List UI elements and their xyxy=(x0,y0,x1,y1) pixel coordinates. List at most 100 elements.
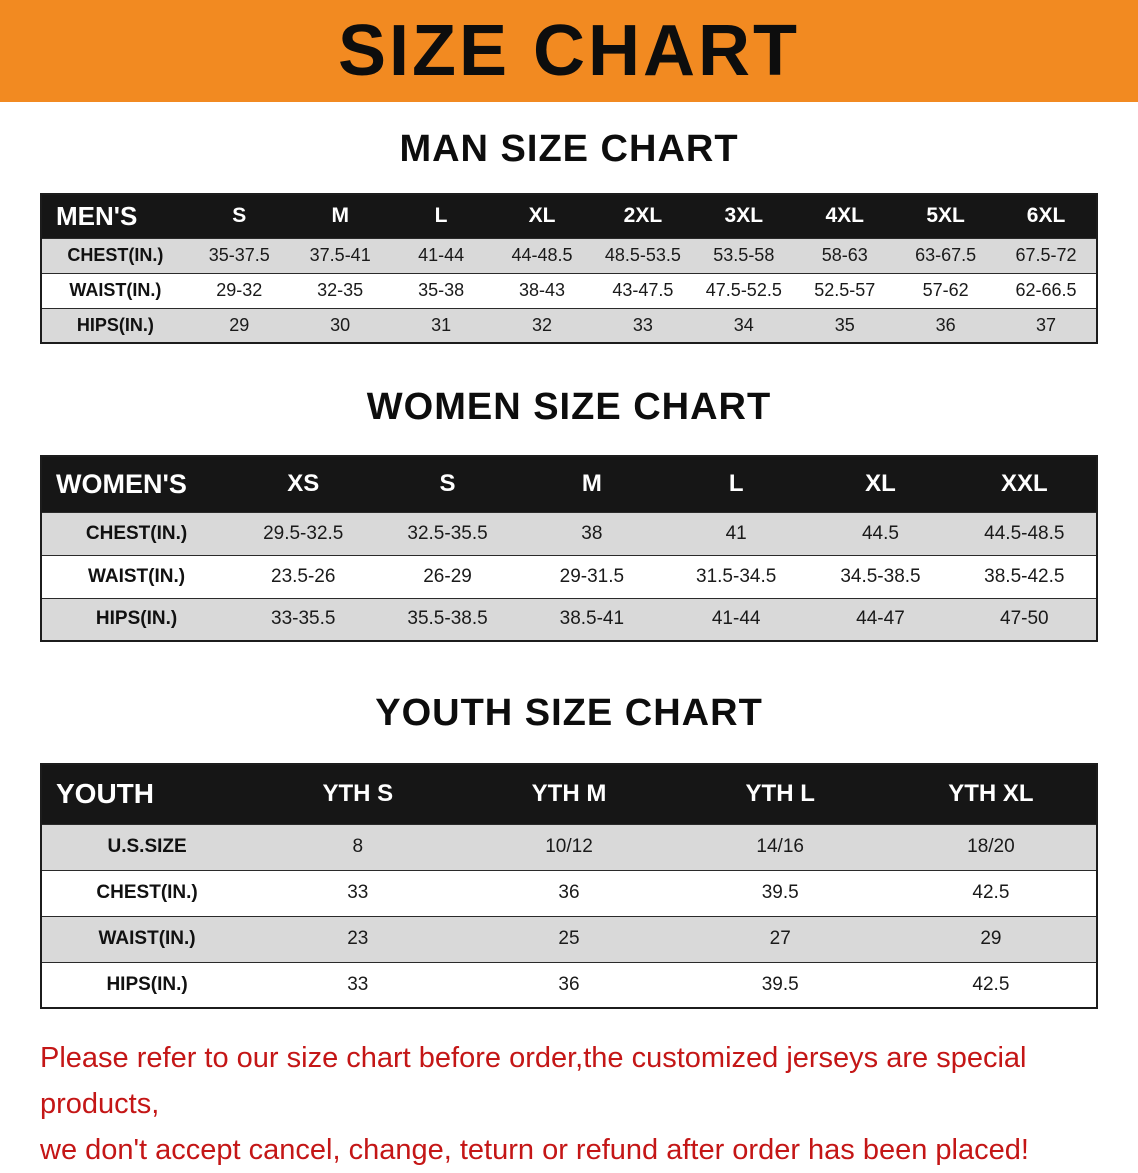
disclaimer-line-2: we don't accept cancel, change, teturn o… xyxy=(40,1134,1029,1166)
table-row: HIPS(IN.) 33-35.5 35.5-38.5 38.5-41 41-44 44-… xyxy=(41,598,1097,641)
size-header-cell: 2XL xyxy=(592,194,694,238)
size-header-cell: 6XL xyxy=(996,194,1097,238)
size-header-cell: XL xyxy=(808,456,953,512)
size-header-cell: L xyxy=(390,194,492,238)
table-row: WAIST(IN.) 23 25 27 29 xyxy=(41,916,1097,962)
value-cell: 32-35 xyxy=(317,280,364,300)
men-section-heading: MAN SIZE CHART xyxy=(399,128,739,170)
size-chart-banner: SIZE CHART xyxy=(0,0,1138,102)
value-cell: 34 xyxy=(733,314,754,335)
size-header-cell: L xyxy=(664,456,809,512)
table-row: CHEST(IN.) 33 36 39.5 42.5 xyxy=(41,870,1097,916)
disclaimer: Please refer to our size chart before or… xyxy=(40,1035,1098,1173)
value-cell: 57-62 xyxy=(922,280,969,300)
value-cell: 29-32 xyxy=(216,280,263,300)
value-cell: 14/16 xyxy=(756,836,804,857)
value-cell: 23 xyxy=(347,928,369,949)
size-header-cell: YTH XL xyxy=(885,764,1097,824)
value-cell: 29 xyxy=(980,928,1002,949)
value-cell: 42.5 xyxy=(972,882,1010,903)
youth-size-table: YOUTH YTH S YTH M YTH L YTH XL U.S.SIZE 8 10/12… xyxy=(40,763,1098,1009)
value-cell: 30 xyxy=(330,314,351,335)
value-cell: 29-31.5 xyxy=(559,565,625,587)
value-cell: 31.5-34.5 xyxy=(696,565,777,587)
value-cell: 35-38 xyxy=(418,280,465,300)
value-cell: 36 xyxy=(935,314,956,335)
value-cell: 47.5-52.5 xyxy=(705,280,782,300)
size-header-cell: 4XL xyxy=(794,194,896,238)
size-header-cell: XS xyxy=(231,456,376,512)
value-cell: 62-66.5 xyxy=(1015,280,1077,300)
youth-size-section: YOUTH SIZE CHART YOUTH YTH S YTH M YTH L YTH… xyxy=(0,692,1138,1009)
youth-section-heading: YOUTH SIZE CHART xyxy=(375,692,763,734)
size-header-cell: S xyxy=(375,456,520,512)
value-cell: 44.5 xyxy=(861,522,899,544)
value-cell: 44-47 xyxy=(856,608,905,630)
table-row: HIPS(IN.) 29 30 31 32 33 34 35 36 37 xyxy=(41,308,1097,343)
table-row: WAIST(IN.) 29-32 32-35 35-38 38-43 43-47.5 47.… xyxy=(41,273,1097,308)
value-cell: 44.5-48.5 xyxy=(984,522,1065,544)
value-cell: 47-50 xyxy=(1000,608,1049,630)
value-cell: 41-44 xyxy=(711,608,761,630)
size-header-cell: M xyxy=(289,194,391,238)
value-cell: 38.5-41 xyxy=(559,608,625,630)
table-header-row: MEN'S S M L XL 2XL 3XL 4XL 5XL 6XL xyxy=(41,194,1097,238)
value-cell: 41-44 xyxy=(418,245,465,265)
value-cell: 10/12 xyxy=(545,836,593,857)
size-header-cell: M xyxy=(519,456,665,512)
row-label-cell: HIPS(IN.) xyxy=(95,608,178,630)
value-cell: 35 xyxy=(834,314,855,335)
value-cell: 36 xyxy=(558,882,580,903)
row-label-cell: HIPS(IN.) xyxy=(76,314,154,335)
value-cell: 33 xyxy=(347,882,369,903)
value-cell: 37.5-41 xyxy=(309,245,371,265)
table-row: U.S.SIZE 8 10/12 14/16 18/20 xyxy=(41,824,1097,870)
table-title-cell: WOMEN'S xyxy=(41,456,232,512)
table-row: CHEST(IN.) 35-37.5 37.5-41 41-44 44-48.5 48.5… xyxy=(41,238,1097,273)
men-size-table: MEN'S S M L XL 2XL 3XL 4XL 5XL 6XL CHEST(IN.) 35-37… xyxy=(40,193,1098,344)
value-cell: 41 xyxy=(725,522,747,544)
table-row: CHEST(IN.) 29.5-32.5 32.5-35.5 38 41 44.5 44.5… xyxy=(41,512,1097,555)
value-cell: 38.5-42.5 xyxy=(984,565,1065,587)
size-header-cell: 3XL xyxy=(693,194,795,238)
value-cell: 35.5-38.5 xyxy=(407,608,488,630)
value-cell: 31 xyxy=(431,314,452,335)
value-cell: 32 xyxy=(531,314,553,335)
row-label-cell: WAIST(IN.) xyxy=(69,280,162,300)
table-header-row: WOMEN'S XS S M L XL XXL xyxy=(41,456,1097,512)
value-cell: 33 xyxy=(632,314,653,335)
value-cell: 32.5-35.5 xyxy=(407,522,488,544)
value-cell: 18/20 xyxy=(967,836,1015,857)
disclaimer-line-1: Please refer to our size chart before or… xyxy=(40,1042,1027,1120)
value-cell: 33-35.5 xyxy=(271,608,336,630)
size-header-cell: YTH S xyxy=(252,764,464,824)
men-size-section: MAN SIZE CHART MEN'S S M L XL 2XL 3XL 4XL 5XL 6XL… xyxy=(0,128,1138,344)
value-cell: 67.5-72 xyxy=(1015,245,1077,265)
value-cell: 23.5-26 xyxy=(271,565,336,587)
value-cell: 38-43 xyxy=(518,280,566,300)
value-cell: 52.5-57 xyxy=(814,280,876,300)
value-cell: 34.5-38.5 xyxy=(840,565,921,587)
size-header-cell: 5XL xyxy=(895,194,997,238)
value-cell: 35-37.5 xyxy=(208,245,270,265)
size-header-cell: XXL xyxy=(952,456,1097,512)
value-cell: 38 xyxy=(581,522,603,544)
value-cell: 39.5 xyxy=(761,973,799,995)
value-cell: 39.5 xyxy=(761,882,799,903)
value-cell: 63-67.5 xyxy=(915,245,977,265)
value-cell: 58-63 xyxy=(821,245,868,265)
table-row: HIPS(IN.) 33 36 39.5 42.5 xyxy=(41,962,1097,1008)
value-cell: 8 xyxy=(352,836,364,857)
women-section-heading: WOMEN SIZE CHART xyxy=(366,386,772,428)
value-cell: 27 xyxy=(769,928,791,949)
row-label-cell: WAIST(IN.) xyxy=(87,565,186,587)
row-label-cell: CHEST(IN.) xyxy=(67,245,164,265)
value-cell: 48.5-53.5 xyxy=(604,245,681,265)
size-header-cell: S xyxy=(188,194,290,238)
row-label-cell: U.S.SIZE xyxy=(107,836,187,857)
value-cell: 26-29 xyxy=(423,565,472,587)
value-cell: 36 xyxy=(558,973,580,995)
size-chart-content: MAN SIZE CHART MEN'S S M L XL 2XL 3XL 4XL 5XL 6XL… xyxy=(0,128,1138,1009)
value-cell: 44-48.5 xyxy=(511,245,573,265)
